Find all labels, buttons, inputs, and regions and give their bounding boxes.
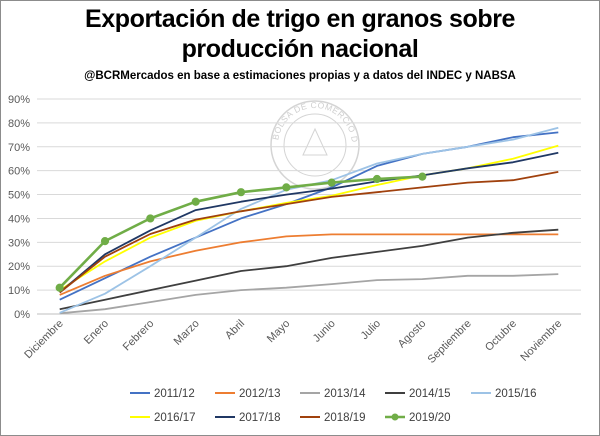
legend-marker-2019-20	[391, 413, 399, 421]
x-tick-label-7: Julio	[359, 318, 383, 342]
y-tick-label-90: 90%	[8, 94, 30, 106]
x-tick-label-4: Abril	[223, 318, 247, 342]
chart-title-line2: producción nacional	[181, 35, 419, 63]
chart-subtitle: @BCRMercados en base a estimaciones prop…	[84, 70, 516, 82]
x-tick-label-8: Agosto	[396, 318, 429, 351]
x-tick-label-10: Octubre	[483, 318, 519, 354]
series-line-2011-12	[59, 131, 559, 301]
series-line-2013-14	[59, 273, 559, 315]
x-tick-label-1: Enero	[82, 318, 111, 347]
series-line-2017-18	[59, 151, 559, 294]
legend-label-2017-18: 2017/18	[239, 412, 281, 424]
y-tick-label-70: 70%	[8, 142, 30, 154]
series-point-2019-20-4	[236, 188, 246, 197]
series-point-2019-20-6	[327, 178, 336, 187]
x-tick-label-3: Marzo	[172, 318, 202, 348]
x-tick-label-6: Junio	[311, 318, 338, 345]
y-tick-label-20: 20%	[8, 261, 30, 273]
legend-label-2013-14: 2013/14	[324, 388, 366, 400]
legend-label-2016-17: 2016/17	[154, 412, 196, 424]
watermark-text: BOLSA DE COMERCIO DE ROSARIO	[0, 0, 360, 143]
series-line-2012-13	[59, 233, 559, 296]
y-tick-label-40: 40%	[8, 213, 30, 225]
watermark-outer-ring	[270, 100, 360, 190]
series-line-2014-15	[59, 228, 559, 311]
chart-title-line1: Exportación de trigo en granos sobre	[84, 5, 516, 33]
series-point-2019-20-0	[55, 283, 64, 292]
x-tick-label-9: Septiembre	[426, 318, 474, 366]
legend-label-2014-15: 2014/15	[409, 388, 451, 400]
x-tick-label-2: Febrero	[121, 318, 157, 354]
series-line-2016-17	[59, 144, 559, 291]
y-tick-label-10: 10%	[8, 285, 30, 297]
legend-label-2018-19: 2018/19	[324, 412, 366, 424]
series-point-2019-20-8	[418, 172, 427, 181]
chart-title: Exportación de trigo en granos sobre pro…	[0, 4, 600, 64]
legend-label-2012-13: 2012/13	[239, 388, 281, 400]
legend-label-2019-20: 2019/20	[409, 412, 451, 424]
y-tick-label-0: 0%	[14, 309, 30, 321]
series-point-2019-20-3	[191, 197, 200, 206]
watermark-emblem	[302, 127, 328, 156]
y-tick-label-30: 30%	[8, 237, 30, 249]
y-tick-label-80: 80%	[8, 118, 30, 130]
series-line-2018-19	[59, 171, 559, 294]
watermark-inner-ring	[283, 113, 347, 177]
legend-label-2011-12: 2011/12	[154, 388, 195, 400]
series-point-2019-20-5	[282, 183, 291, 192]
y-tick-label-60: 60%	[8, 166, 30, 178]
x-tick-label-11: Noviembre	[518, 318, 564, 364]
y-tick-label-50: 50%	[8, 190, 30, 202]
series-point-2019-20-7	[372, 174, 382, 184]
x-tick-label-5: Mayo	[265, 318, 293, 346]
series-point-2019-20-2	[146, 214, 155, 223]
series-point-2019-20-1	[100, 237, 110, 246]
watermark-text-content: BOLSA DE COMERCIO DE ROSARIO	[0, 0, 360, 143]
legend-label-2015-16: 2015/16	[495, 388, 537, 400]
x-tick-label-0: Diciembre	[22, 318, 65, 361]
